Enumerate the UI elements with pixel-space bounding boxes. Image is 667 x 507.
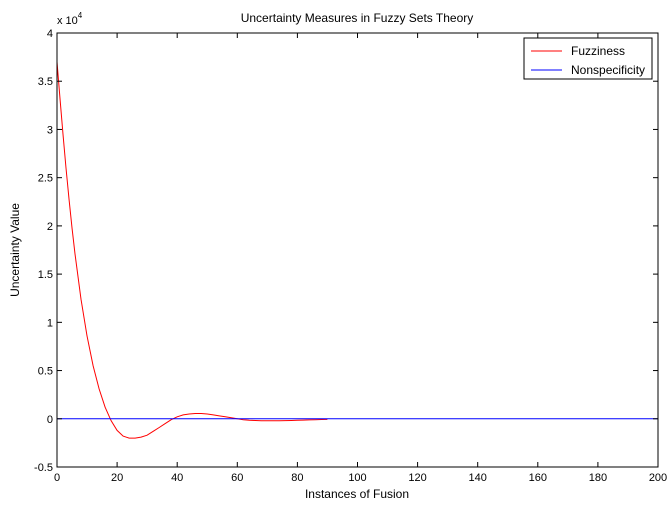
- y-tick-label: 0: [47, 414, 53, 426]
- x-tick-label: 40: [171, 472, 183, 484]
- y-tick-label: 1.5: [38, 269, 53, 281]
- plot-frame: [56, 32, 659, 468]
- y-axis-exponent-base: x 10: [57, 15, 78, 27]
- x-tick-label: 200: [649, 472, 667, 484]
- series-group: [56, 61, 658, 439]
- x-tick-label: 120: [408, 472, 426, 484]
- y-axis-exponent-power: 4: [78, 11, 83, 20]
- y-tick-label: 3.5: [38, 76, 53, 88]
- y-tick-label: -0.5: [34, 462, 53, 474]
- x-tick-label: 60: [231, 472, 243, 484]
- x-tick-label: 80: [291, 472, 303, 484]
- y-tick-label: 2: [47, 221, 53, 233]
- y-tick-label: 4: [47, 28, 53, 40]
- ticks-group: 0 20 40 60 80 100 120 140 160 180 200-0.500.511.52…: [34, 28, 667, 484]
- chart-title: Uncertainty Measures in Fuzzy Sets Theor…: [241, 11, 474, 25]
- x-tick-label: 20: [111, 472, 123, 484]
- y-tick-label: 0.5: [38, 366, 53, 378]
- legend-label-fuzziness: Fuzziness: [571, 44, 625, 58]
- x-axis-label: Instances of Fusion: [305, 487, 409, 501]
- y-tick-label: 1: [47, 317, 53, 329]
- legend-label-nonspecificity: Nonspecificity: [571, 63, 645, 77]
- x-tick-label: 140: [469, 472, 487, 484]
- plot-area: [57, 33, 658, 467]
- y-tick-label: 2.5: [38, 173, 53, 185]
- x-tick-label: 100: [348, 472, 366, 484]
- y-tick-label: 3: [47, 124, 53, 136]
- legend-box: [523, 37, 653, 80]
- y-axis-exponent: x 104: [57, 11, 83, 27]
- x-tick-label: 0: [54, 472, 60, 484]
- series-line-fuzziness: [56, 61, 328, 439]
- legend: Fuzziness Nonspecificity: [523, 37, 653, 80]
- y-axis-label: Uncertainty Value: [8, 203, 22, 297]
- x-tick-label: 180: [589, 472, 607, 484]
- x-tick-label: 160: [529, 472, 547, 484]
